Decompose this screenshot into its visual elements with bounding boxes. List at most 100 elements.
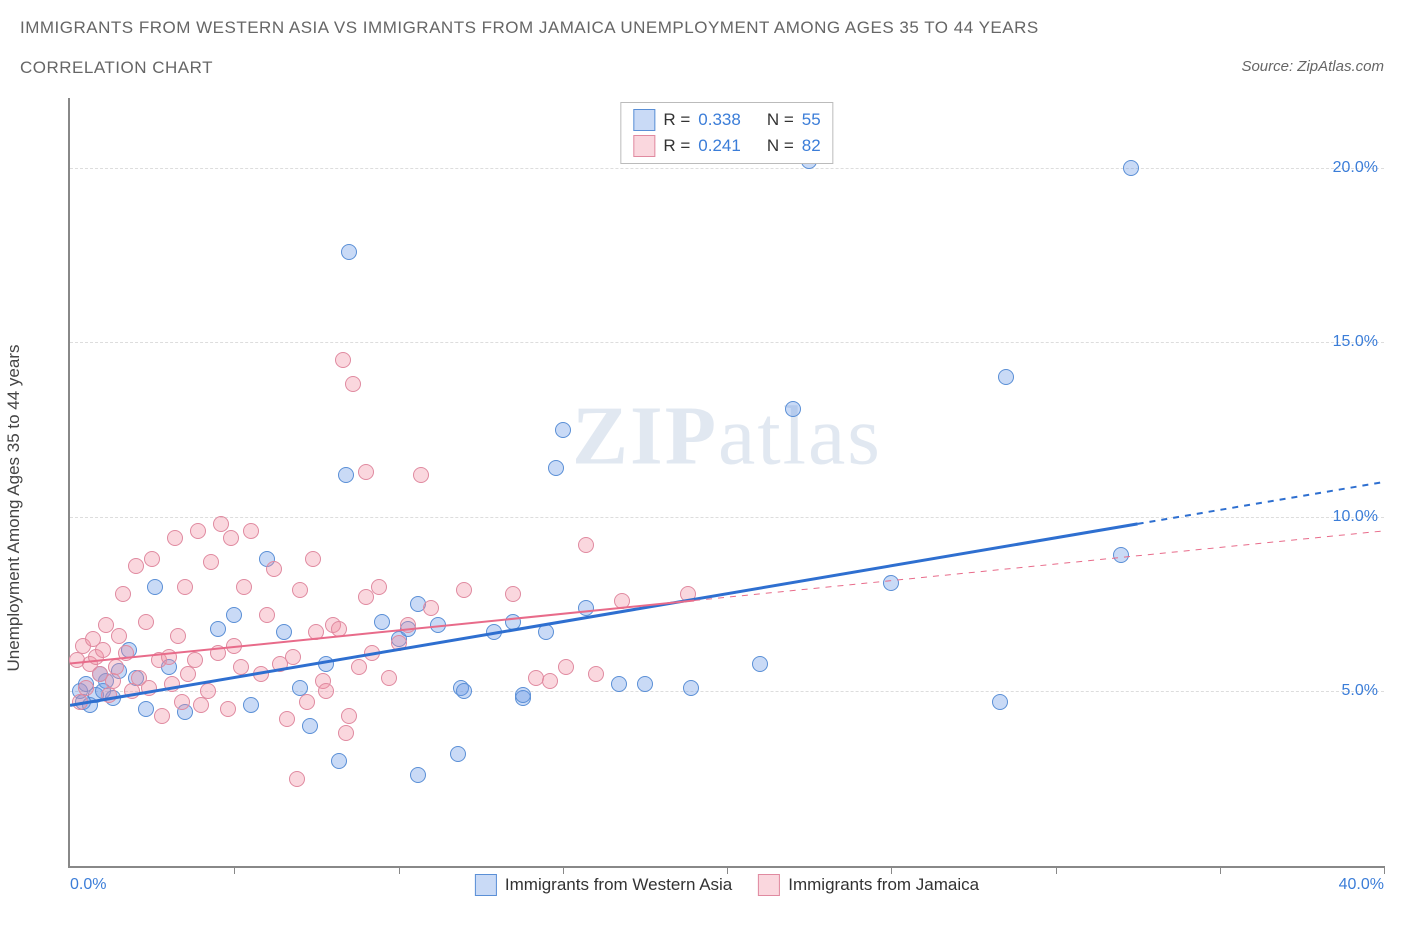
- watermark: ZIPatlas: [572, 387, 882, 484]
- chart-title-line1: IMMIGRANTS FROM WESTERN ASIA VS IMMIGRAN…: [0, 0, 1406, 38]
- scatter-point: [305, 551, 321, 567]
- y-axis-label: Unemployment Among Ages 35 to 44 years: [4, 345, 24, 672]
- scatter-point: [253, 666, 269, 682]
- scatter-point: [223, 530, 239, 546]
- scatter-point: [391, 635, 407, 651]
- scatter-point: [341, 244, 357, 260]
- x-tick-mark: [1220, 866, 1221, 874]
- stats-legend-row: R =0.241N =82: [633, 133, 820, 159]
- gridline: [70, 691, 1384, 692]
- scatter-point: [358, 464, 374, 480]
- scatter-point: [266, 561, 282, 577]
- scatter-point: [456, 683, 472, 699]
- scatter-point: [289, 771, 305, 787]
- scatter-point: [450, 746, 466, 762]
- scatter-point: [752, 656, 768, 672]
- scatter-point: [374, 614, 390, 630]
- y-tick-label: 20.0%: [1333, 159, 1378, 177]
- scatter-point: [637, 676, 653, 692]
- y-tick-label: 5.0%: [1342, 682, 1378, 700]
- x-tick-label: 40.0%: [1339, 876, 1384, 894]
- scatter-point: [128, 558, 144, 574]
- x-tick-mark: [563, 866, 564, 874]
- legend-swatch: [758, 874, 780, 896]
- gridline: [70, 517, 1384, 518]
- scatter-point: [680, 586, 696, 602]
- scatter-point: [335, 352, 351, 368]
- series-legend: Immigrants from Western AsiaImmigrants f…: [475, 874, 979, 896]
- scatter-point: [883, 575, 899, 591]
- scatter-point: [167, 530, 183, 546]
- scatter-point: [578, 537, 594, 553]
- scatter-point: [190, 523, 206, 539]
- scatter-point: [108, 659, 124, 675]
- stats-n-label: N =: [767, 110, 794, 130]
- scatter-point: [345, 376, 361, 392]
- scatter-point: [187, 652, 203, 668]
- scatter-point: [992, 694, 1008, 710]
- scatter-point: [371, 579, 387, 595]
- scatter-point: [259, 607, 275, 623]
- x-tick-mark: [727, 866, 728, 874]
- scatter-point: [998, 369, 1014, 385]
- scatter-point: [161, 649, 177, 665]
- scatter-point: [147, 579, 163, 595]
- scatter-point: [515, 687, 531, 703]
- scatter-point: [400, 617, 416, 633]
- scatter-point: [243, 523, 259, 539]
- stats-r-value: 0.241: [698, 136, 741, 156]
- scatter-point: [614, 593, 630, 609]
- scatter-point: [413, 467, 429, 483]
- scatter-point: [236, 579, 252, 595]
- stats-n-value: 55: [802, 110, 821, 130]
- scatter-point: [180, 666, 196, 682]
- scatter-point: [124, 683, 140, 699]
- x-tick-label: 0.0%: [70, 876, 106, 894]
- scatter-point: [170, 628, 186, 644]
- scatter-point: [430, 617, 446, 633]
- y-tick-label: 10.0%: [1333, 508, 1378, 526]
- scatter-point: [555, 422, 571, 438]
- scatter-point: [548, 460, 564, 476]
- scatter-point: [505, 614, 521, 630]
- scatter-point: [558, 659, 574, 675]
- plot-area: ZIPatlas R =0.338N =55R =0.241N =82 Immi…: [68, 98, 1384, 868]
- scatter-point: [210, 645, 226, 661]
- scatter-point: [285, 649, 301, 665]
- scatter-point: [72, 694, 88, 710]
- scatter-point: [177, 579, 193, 595]
- scatter-point: [331, 753, 347, 769]
- scatter-point: [505, 586, 521, 602]
- scatter-point: [331, 621, 347, 637]
- scatter-point: [115, 586, 131, 602]
- y-tick-label: 15.0%: [1333, 333, 1378, 351]
- legend-item: Immigrants from Western Asia: [475, 874, 732, 896]
- x-tick-mark: [399, 866, 400, 874]
- scatter-point: [200, 683, 216, 699]
- scatter-point: [220, 701, 236, 717]
- scatter-point: [538, 624, 554, 640]
- scatter-point: [279, 711, 295, 727]
- scatter-point: [292, 582, 308, 598]
- scatter-point: [381, 670, 397, 686]
- scatter-point: [138, 701, 154, 717]
- scatter-point: [226, 607, 242, 623]
- legend-label: Immigrants from Western Asia: [505, 875, 732, 895]
- scatter-point: [302, 718, 318, 734]
- scatter-point: [78, 680, 94, 696]
- scatter-point: [588, 666, 604, 682]
- scatter-point: [785, 401, 801, 417]
- legend-swatch: [475, 874, 497, 896]
- x-tick-mark: [234, 866, 235, 874]
- stats-r-label: R =: [663, 136, 690, 156]
- scatter-point: [118, 645, 134, 661]
- scatter-point: [423, 600, 439, 616]
- stats-r-label: R =: [663, 110, 690, 130]
- scatter-point: [138, 614, 154, 630]
- scatter-point: [95, 642, 111, 658]
- scatter-point: [611, 676, 627, 692]
- source-attribution: Source: ZipAtlas.com: [1241, 58, 1384, 75]
- scatter-point: [101, 687, 117, 703]
- legend-swatch: [633, 109, 655, 131]
- scatter-point: [111, 628, 127, 644]
